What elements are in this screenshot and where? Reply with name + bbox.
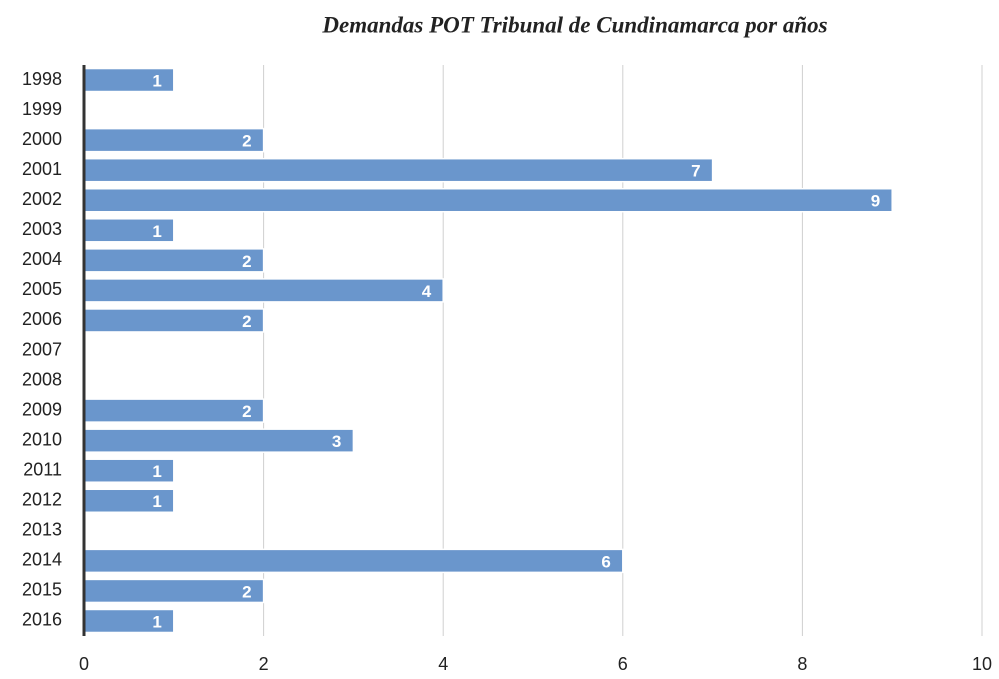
data-label: 1 bbox=[152, 462, 161, 481]
y-tick-label: 2011 bbox=[23, 459, 62, 479]
y-tick-label: 2007 bbox=[22, 339, 62, 359]
y-tick-label: 1998 bbox=[22, 69, 62, 89]
chart-title: Demandas POT Tribunal de Cundinamarca po… bbox=[321, 12, 827, 37]
data-label: 1 bbox=[152, 72, 161, 91]
bar bbox=[83, 308, 265, 333]
x-tick-label: 2 bbox=[259, 654, 269, 674]
data-label: 2 bbox=[242, 582, 251, 601]
y-tick-label: 2000 bbox=[22, 129, 62, 149]
data-label: 4 bbox=[422, 282, 432, 301]
y-tick-label: 2003 bbox=[22, 219, 62, 239]
bar bbox=[83, 157, 714, 183]
bar bbox=[83, 548, 624, 574]
data-label: 2 bbox=[242, 312, 251, 331]
y-tick-label: 2015 bbox=[22, 580, 62, 600]
x-tick-label: 0 bbox=[79, 654, 89, 674]
y-tick-label: 2016 bbox=[22, 610, 62, 630]
x-tick-label: 10 bbox=[972, 654, 992, 674]
bar bbox=[83, 578, 265, 604]
y-tick-label: 2004 bbox=[22, 249, 62, 269]
data-label: 2 bbox=[242, 132, 251, 151]
y-tick-label: 2008 bbox=[22, 369, 62, 389]
x-tick-label: 4 bbox=[438, 654, 448, 674]
y-tick-label: 2013 bbox=[22, 520, 62, 540]
bar bbox=[83, 428, 355, 453]
data-label: 2 bbox=[242, 252, 251, 271]
y-tick-label: 1999 bbox=[22, 99, 62, 119]
y-tick-label: 2005 bbox=[22, 279, 62, 299]
data-label: 1 bbox=[152, 222, 161, 241]
data-label: 2 bbox=[242, 402, 251, 421]
data-label: 3 bbox=[332, 432, 341, 451]
y-tick-label: 2010 bbox=[22, 429, 62, 449]
data-label: 6 bbox=[601, 552, 610, 571]
data-label: 9 bbox=[871, 192, 880, 211]
data-label: 1 bbox=[152, 492, 161, 511]
bar bbox=[83, 187, 893, 213]
x-tick-label: 8 bbox=[797, 654, 807, 674]
bar bbox=[83, 248, 265, 273]
y-tick-label: 2001 bbox=[22, 159, 62, 179]
y-tick-label: 2006 bbox=[22, 309, 62, 329]
bar bbox=[83, 398, 265, 423]
y-tick-label: 2002 bbox=[22, 189, 62, 209]
y-tick-label: 2014 bbox=[22, 550, 62, 570]
x-tick-label: 6 bbox=[618, 654, 628, 674]
y-tick-label: 2009 bbox=[22, 399, 62, 419]
data-label: 1 bbox=[152, 612, 161, 631]
bar bbox=[83, 278, 444, 303]
data-label: 7 bbox=[691, 162, 700, 181]
bar bbox=[83, 127, 265, 153]
y-tick-label: 2012 bbox=[22, 490, 62, 510]
